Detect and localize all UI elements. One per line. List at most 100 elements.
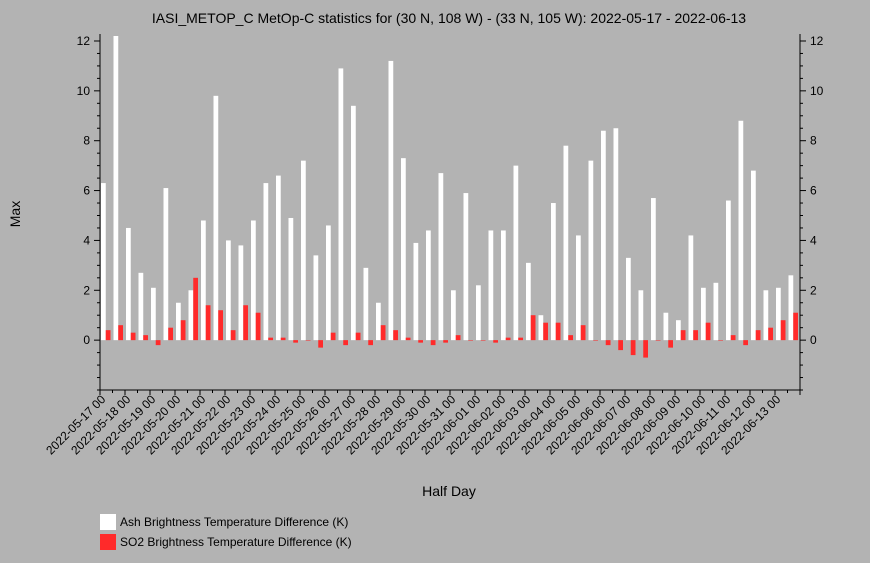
y-tick-label-right: 4 [810, 233, 817, 247]
bar-so2-32 [505, 337, 511, 341]
bar-ash-36 [551, 203, 556, 341]
bar-ash-47 [688, 235, 694, 341]
bar-ash-40 [601, 130, 606, 341]
bar-ash-18 [326, 225, 331, 341]
bar-ash-34 [526, 262, 531, 341]
bar-ash-42 [626, 257, 631, 341]
bar-so2-48 [705, 322, 711, 341]
bar-so2-3 [143, 335, 148, 341]
bar-so2-30 [480, 340, 486, 341]
y-tick-label-right: 6 [810, 184, 817, 198]
bar-so2-24 [405, 337, 411, 341]
bar-ash-46 [676, 320, 681, 341]
bar-ash-27 [438, 173, 444, 341]
bar-ash-38 [576, 235, 581, 341]
bar-so2-13 [268, 337, 273, 341]
bar-ash-29 [463, 193, 469, 341]
bar-ash-35 [538, 315, 544, 341]
y-tick-label-left: 10 [77, 84, 91, 98]
bar-ash-13 [263, 183, 269, 341]
legend: Ash Brightness Temperature Difference (K… [100, 512, 352, 552]
bar-ash-4 [151, 287, 156, 341]
bar-so2-6 [180, 320, 186, 341]
bar-so2-40 [605, 340, 611, 346]
bar-ash-26 [426, 230, 431, 341]
bar-ash-11 [238, 245, 244, 341]
legend-item-ash: Ash Brightness Temperature Difference (K… [100, 512, 352, 532]
bar-so2-11 [243, 305, 248, 341]
bar-so2-0 [105, 330, 111, 341]
bar-ash-50 [726, 200, 731, 341]
bar-so2-46 [680, 330, 686, 341]
bars-group [101, 36, 798, 358]
bar-so2-17 [318, 340, 323, 348]
bar-so2-27 [443, 340, 448, 343]
y-tick-label-left: 8 [83, 134, 90, 148]
bar-so2-54 [780, 320, 786, 341]
bar-ash-44 [651, 198, 656, 341]
bar-ash-7 [188, 290, 194, 341]
bar-so2-47 [693, 330, 698, 341]
bar-so2-2 [130, 332, 136, 341]
bar-so2-28 [455, 335, 461, 341]
bar-ash-23 [388, 60, 394, 341]
bar-ash-43 [638, 290, 644, 341]
bar-so2-9 [218, 310, 223, 341]
bar-ash-2 [126, 227, 131, 341]
bar-so2-14 [280, 337, 286, 341]
y-tick-label-right: 8 [810, 134, 817, 148]
bar-so2-35 [543, 322, 548, 341]
legend-label-so2: SO2 Brightness Temperature Difference (K… [120, 535, 352, 549]
bar-ash-51 [738, 120, 744, 341]
bar-so2-51 [743, 340, 748, 346]
bar-so2-23 [393, 330, 398, 341]
bar-so2-20 [355, 332, 361, 341]
bar-ash-17 [313, 255, 319, 341]
bar-so2-49 [718, 340, 723, 341]
bar-so2-10 [230, 330, 236, 341]
bar-ash-55 [788, 275, 794, 341]
bar-so2-39 [593, 340, 598, 341]
bar-ash-14 [276, 175, 281, 341]
bar-ash-6 [176, 302, 181, 341]
bar-ash-24 [401, 158, 406, 341]
bar-ash-10 [226, 240, 231, 341]
bar-so2-43 [643, 340, 648, 358]
bar-ash-0 [101, 183, 106, 341]
y-tick-label-right: 0 [810, 333, 817, 347]
bar-so2-37 [568, 335, 573, 341]
y-axis-label: Max [7, 201, 23, 227]
bar-ash-25 [413, 242, 419, 341]
y-tick-label-right: 12 [810, 34, 824, 48]
bar-ash-22 [376, 302, 381, 341]
bar-so2-29 [468, 340, 473, 341]
legend-item-so2: SO2 Brightness Temperature Difference (K… [100, 532, 352, 552]
bar-ash-31 [488, 230, 494, 341]
bar-so2-19 [343, 340, 348, 346]
bar-ash-1 [113, 36, 119, 341]
bar-ash-45 [663, 312, 669, 341]
bar-so2-50 [730, 335, 736, 341]
bar-so2-52 [755, 330, 761, 341]
bar-so2-34 [530, 315, 536, 341]
bar-ash-5 [163, 188, 169, 341]
bar-ash-32 [501, 230, 506, 341]
bar-ash-48 [701, 287, 706, 341]
bar-ash-8 [201, 220, 206, 341]
y-tick-label-right: 10 [810, 84, 824, 98]
bar-so2-5 [168, 327, 173, 341]
legend-label-ash: Ash Brightness Temperature Difference (K… [120, 515, 349, 529]
bar-ash-16 [301, 160, 306, 341]
bar-so2-7 [193, 277, 198, 341]
bar-so2-26 [430, 340, 436, 346]
bar-ash-54 [776, 287, 781, 341]
bar-so2-38 [580, 325, 586, 341]
bar-ash-15 [288, 217, 294, 341]
legend-swatch-ash [100, 514, 116, 530]
chart-title: IASI_METOP_C MetOp-C statistics for (30 … [152, 10, 746, 26]
x-axis-label: Half Day [422, 483, 476, 499]
bar-ash-30 [476, 285, 481, 341]
bar-so2-15 [293, 340, 298, 343]
y-tick-label-left: 6 [83, 184, 90, 198]
bar-so2-12 [255, 312, 261, 341]
